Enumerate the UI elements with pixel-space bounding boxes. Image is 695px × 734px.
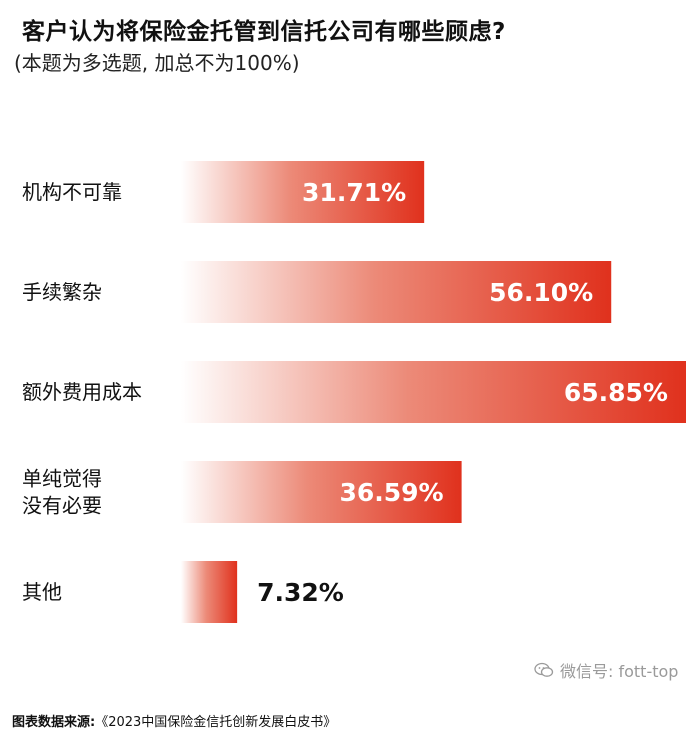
value-label-2: 56.10%	[489, 278, 593, 307]
value-label-1: 31.71%	[302, 178, 406, 207]
chart-title: 客户认为将保险金托管到信托公司有哪些顾虑?	[22, 19, 506, 45]
category-label-2: 手续繁杂	[22, 280, 102, 304]
value-label-4: 36.59%	[339, 478, 443, 507]
source-prefix: 图表数据来源:	[12, 715, 96, 730]
category-label-3: 额外费用成本	[22, 380, 142, 404]
category-label-1: 机构不可靠	[22, 180, 122, 204]
value-label-3: 65.85%	[564, 378, 668, 407]
category-label-5: 其他	[22, 580, 62, 604]
chart-subtitle: (本题为多选题, 加总不为100%)	[14, 51, 300, 75]
source-text: 《2023中国保险金信托创新发展白皮书》	[95, 715, 337, 730]
source-note: 图表数据来源:《2023中国保险金信托创新发展白皮书》	[12, 711, 336, 730]
bar-1	[181, 161, 425, 223]
bar-4	[181, 461, 462, 523]
bar-3	[181, 361, 686, 423]
value-label-5: 7.32%	[257, 578, 344, 607]
wechat-icon	[534, 662, 554, 677]
category-label-4: 单纯觉得没有必要	[22, 467, 102, 518]
bar-2	[181, 261, 612, 323]
watermark: 微信号: fott-top	[534, 658, 678, 682]
bar-5	[181, 561, 238, 623]
watermark-text: 微信号: fott-top	[560, 662, 679, 681]
